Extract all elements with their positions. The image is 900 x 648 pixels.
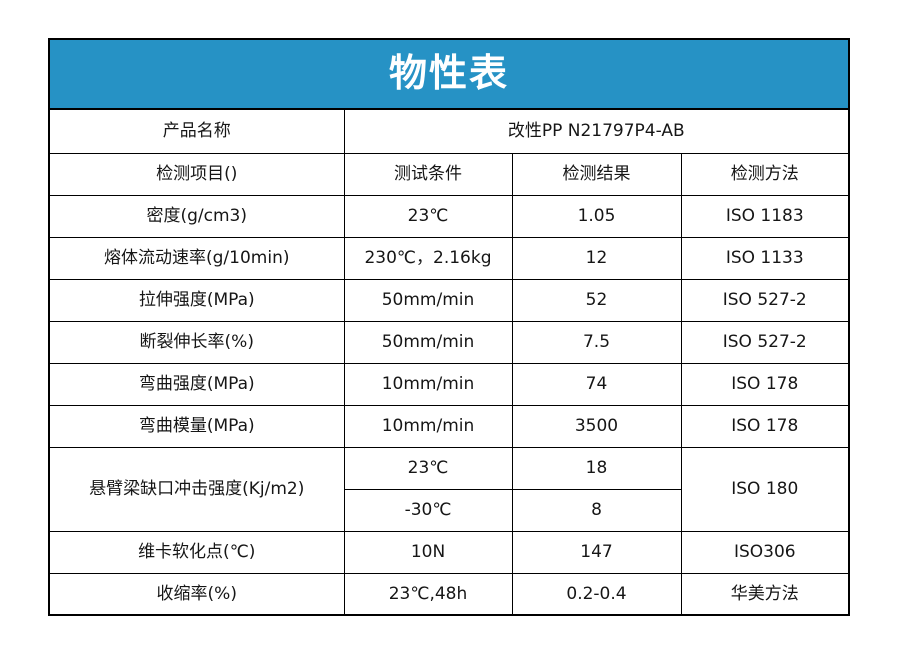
property-name: 弯曲强度(MPa) (48, 362, 345, 406)
test-method: ISO 527-2 (680, 278, 850, 322)
table-row-density: 密度(g/cm3) 23℃ 1.05 ISO 1183 (48, 194, 850, 238)
test-condition: 230℃，2.16kg (343, 236, 513, 280)
test-method: ISO 180 (680, 446, 850, 532)
test-method: ISO 527-2 (680, 320, 850, 364)
test-method: ISO 178 (680, 362, 850, 406)
test-condition: 10mm/min (343, 362, 513, 406)
table-title-row: 物性表 (47, 38, 851, 110)
table-row-flexural-strength: 弯曲强度(MPa) 10mm/min 74 ISO 178 (48, 362, 850, 406)
table-row-izod-impact-23c: 悬臂梁缺口冲击强度(Kj/m2) 23℃ 18 ISO 180 (48, 446, 850, 532)
column-header-row: 检测项目() 测试条件 检测结果 检测方法 (48, 152, 850, 196)
test-condition: 23℃ (343, 194, 513, 238)
test-method: ISO 178 (680, 404, 850, 448)
property-name: 悬臂梁缺口冲击强度(Kj/m2) (48, 446, 345, 532)
test-result: 74 (511, 362, 682, 406)
property-name: 断裂伸长率(%) (48, 320, 345, 364)
table-row-melt-flow-rate: 熔体流动速率(g/10min) 230℃，2.16kg 12 ISO 1133 (48, 236, 850, 280)
test-result: 52 (511, 278, 682, 322)
test-result: 7.5 (511, 320, 682, 364)
test-method: ISO 1183 (680, 194, 850, 238)
column-header-condition: 测试条件 (343, 152, 513, 196)
test-result: 1.05 (511, 194, 682, 238)
test-condition: 23℃,48h (343, 572, 513, 616)
property-name: 密度(g/cm3) (48, 194, 345, 238)
test-condition: 50mm/min (343, 320, 513, 364)
table-row-flexural-modulus: 弯曲模量(MPa) 10mm/min 3500 ISO 178 (48, 404, 850, 448)
test-condition: 10mm/min (343, 404, 513, 448)
test-condition: 50mm/min (343, 278, 513, 322)
column-header-result: 检测结果 (511, 152, 682, 196)
test-method: 华美方法 (680, 572, 850, 616)
product-name-value: 改性PP N21797P4-AB (343, 108, 850, 154)
product-name-row: 产品名称 改性PP N21797P4-AB (48, 108, 850, 154)
table-row-izod-impact-minus30c: -30℃ 8 (49, 488, 849, 532)
table-row-elongation-at-break: 断裂伸长率(%) 50mm/min 7.5 ISO 527-2 (48, 320, 850, 364)
test-result: 147 (511, 530, 682, 574)
test-method: ISO 1133 (680, 236, 850, 280)
table-row-shrinkage: 收缩率(%) 23℃,48h 0.2-0.4 华美方法 (48, 572, 850, 616)
property-name: 熔体流动速率(g/10min) (48, 236, 345, 280)
table-row-tensile-strength: 拉伸强度(MPa) 50mm/min 52 ISO 527-2 (48, 278, 850, 322)
property-name: 维卡软化点(℃) (48, 530, 345, 574)
test-condition: 23℃ (343, 446, 513, 490)
table-title: 物性表 (47, 38, 851, 110)
property-name: 拉伸强度(MPa) (48, 278, 345, 322)
property-name: 弯曲模量(MPa) (48, 404, 345, 448)
test-method: ISO306 (680, 530, 850, 574)
property-name: 收缩率(%) (48, 572, 345, 616)
test-result: 18 (511, 446, 682, 490)
test-condition: 10N (343, 530, 513, 574)
test-result: 12 (511, 236, 682, 280)
test-result: 0.2-0.4 (511, 572, 682, 616)
test-result: 3500 (511, 404, 682, 448)
column-header-method: 检测方法 (680, 152, 850, 196)
table-row-vicat-softening-point: 维卡软化点(℃) 10N 147 ISO306 (48, 530, 850, 574)
test-condition: -30℃ (343, 488, 513, 532)
properties-table: 物性表 产品名称 改性PP N21797P4-AB 检测项目() 测试条件 检测… (47, 38, 851, 616)
product-name-label: 产品名称 (48, 108, 345, 154)
test-result: 8 (511, 488, 682, 532)
column-header-item: 检测项目() (48, 152, 345, 196)
